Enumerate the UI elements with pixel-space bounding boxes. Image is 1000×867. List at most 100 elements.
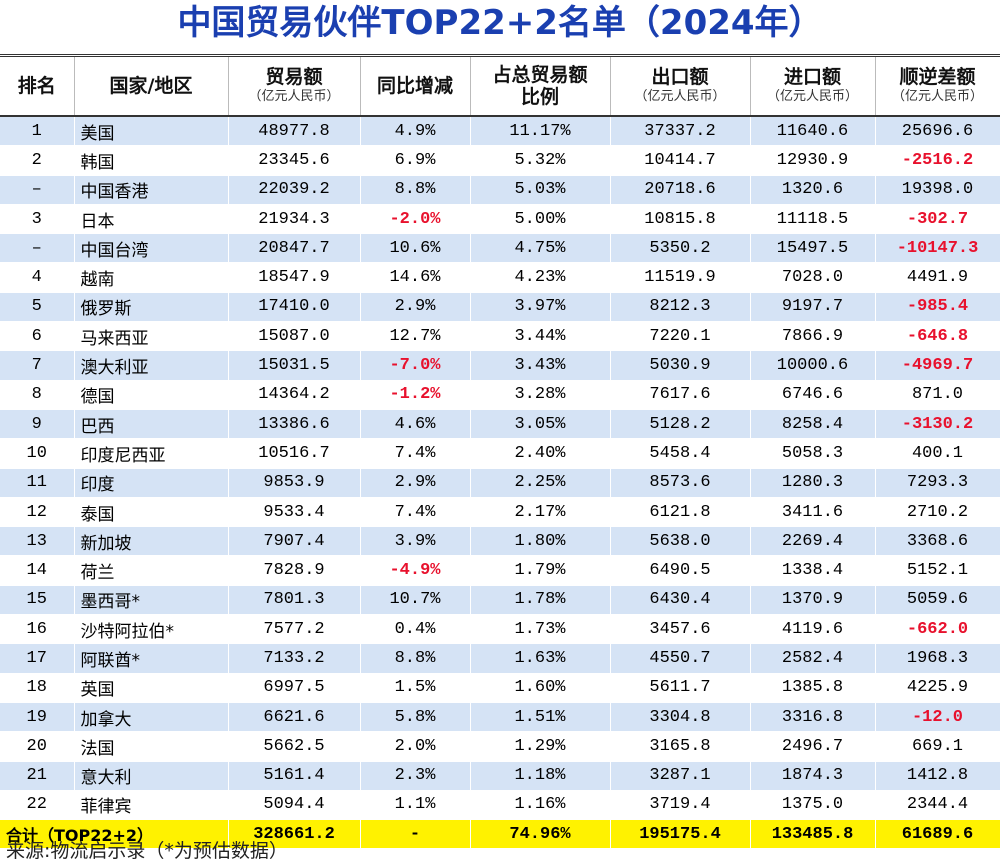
table-cell: 12.7% bbox=[360, 321, 471, 352]
table-cell: 英国 bbox=[74, 673, 229, 703]
table-cell: 7801.3 bbox=[228, 585, 361, 616]
table-cell: 2 bbox=[0, 145, 75, 176]
table-cell: 墨西哥* bbox=[74, 585, 229, 616]
table-cell: 5638.0 bbox=[610, 526, 751, 557]
table-cell: 5.8% bbox=[360, 702, 471, 733]
table-cell: 10.6% bbox=[360, 233, 471, 264]
table-cell: 21934.3 bbox=[228, 204, 361, 235]
table-cell: 4550.7 bbox=[610, 643, 751, 674]
table-cell: 10 bbox=[0, 438, 75, 469]
header-line: 进口额 bbox=[783, 66, 841, 88]
table-cell: 25696.6 bbox=[875, 116, 1000, 147]
table-cell: 12 bbox=[0, 497, 75, 528]
table-cell: 1.16% bbox=[470, 790, 611, 821]
table-row: 9 巴西 13386.6 4.6% 3.05% 5128.2 8258.4 -3130.2 bbox=[0, 409, 1000, 440]
table-cell: 16 bbox=[0, 614, 75, 645]
table-cell: 8.8% bbox=[360, 175, 471, 205]
table-cell: 1 bbox=[0, 116, 75, 147]
table-cell: 13386.6 bbox=[228, 409, 361, 440]
table-cell: 21 bbox=[0, 761, 75, 791]
table-cell: -662.0 bbox=[875, 614, 1000, 645]
table-cell: 3457.6 bbox=[610, 614, 751, 645]
table-cell: 15087.0 bbox=[228, 321, 361, 352]
header-line: 国家/地区 bbox=[109, 75, 193, 97]
table-cell: 阿联酋* bbox=[74, 643, 229, 674]
table-cell: -2516.2 bbox=[875, 145, 1000, 176]
column-header: 占总贸易额 比例 bbox=[470, 55, 611, 117]
total-cell: 74.96% bbox=[470, 819, 611, 850]
table-row: 6 马来西亚 15087.0 12.7% 3.44% 7220.1 7866.9 -646.8 bbox=[0, 321, 1000, 352]
table-cell: 中国香港 bbox=[74, 175, 229, 205]
table-cell: 14364.2 bbox=[228, 380, 361, 410]
table-cell: 13 bbox=[0, 526, 75, 557]
table-cell: 4 bbox=[0, 262, 75, 293]
table-cell: 6121.8 bbox=[610, 497, 751, 528]
table-cell: 印度 bbox=[74, 468, 229, 498]
table-cell: 11 bbox=[0, 468, 75, 498]
table-cell: 3.28% bbox=[470, 380, 611, 410]
table-cell: 俄罗斯 bbox=[74, 292, 229, 323]
table-row: 4 越南 18547.9 14.6% 4.23% 11519.9 7028.0 4491.9 bbox=[0, 262, 1000, 293]
table-cell: 19398.0 bbox=[875, 175, 1000, 205]
table-cell: 1412.8 bbox=[875, 761, 1000, 791]
title: 中国贸易伙伴TOP22+2名单（2024年） bbox=[177, 3, 823, 43]
table-cell: 3316.8 bbox=[750, 702, 876, 733]
table-cell: 11640.6 bbox=[750, 116, 876, 147]
table-cell: 14 bbox=[0, 555, 75, 586]
table-row: 10 印度尼西亚 10516.7 7.4% 2.40% 5458.4 5058.3 400.1 bbox=[0, 438, 1000, 469]
table-cell: -302.7 bbox=[875, 204, 1000, 235]
table-cell: 5059.6 bbox=[875, 585, 1000, 616]
table-cell: 1.18% bbox=[470, 761, 611, 791]
table-row: 13 新加坡 7907.4 3.9% 1.80% 5638.0 2269.4 3368.6 bbox=[0, 526, 1000, 557]
total-cell: 61689.6 bbox=[875, 819, 1000, 850]
table-cell: -4969.7 bbox=[875, 350, 1000, 381]
table-cell: -12.0 bbox=[875, 702, 1000, 733]
table-cell: 7617.6 bbox=[610, 380, 751, 410]
total-cell: 328661.2 bbox=[228, 819, 361, 850]
table-cell: 2.3% bbox=[360, 761, 471, 791]
table-cell: 6746.6 bbox=[750, 380, 876, 410]
table-cell: 9533.4 bbox=[228, 497, 361, 528]
table-cell: 1370.9 bbox=[750, 585, 876, 616]
table-cell: 9 bbox=[0, 409, 75, 440]
table-cell: 8258.4 bbox=[750, 409, 876, 440]
table-cell: 6.9% bbox=[360, 145, 471, 176]
table-cell: -10147.3 bbox=[875, 233, 1000, 264]
table-cell: 3411.6 bbox=[750, 497, 876, 528]
table-cell: -3130.2 bbox=[875, 409, 1000, 440]
table-cell: 6997.5 bbox=[228, 673, 361, 703]
header-line: 贸易额 bbox=[265, 66, 323, 88]
table-cell: 9197.7 bbox=[750, 292, 876, 323]
table-cell: 10516.7 bbox=[228, 438, 361, 469]
table-cell: 3.44% bbox=[470, 321, 611, 352]
table-cell: 6430.4 bbox=[610, 585, 751, 616]
header-line: 比例 bbox=[520, 86, 559, 108]
table-row: 3 日本 21934.3 -2.0% 5.00% 10815.8 11118.5 -302.7 bbox=[0, 204, 1000, 235]
table-cell: 2582.4 bbox=[750, 643, 876, 674]
table-cell: 7866.9 bbox=[750, 321, 876, 352]
table-cell: 1.51% bbox=[470, 702, 611, 733]
table-cell: 22039.2 bbox=[228, 175, 361, 205]
table-cell: 3.05% bbox=[470, 409, 611, 440]
table-cell: 17410.0 bbox=[228, 292, 361, 323]
table-cell: 2269.4 bbox=[750, 526, 876, 557]
table-cell: 3719.4 bbox=[610, 790, 751, 821]
table-cell: 韩国 bbox=[74, 145, 229, 176]
table-cell: 2.9% bbox=[360, 292, 471, 323]
table-cell: 7293.3 bbox=[875, 468, 1000, 498]
table-cell: 4225.9 bbox=[875, 673, 1000, 703]
table-cell: 1280.3 bbox=[750, 468, 876, 498]
table-cell: 沙特阿拉伯* bbox=[74, 614, 229, 645]
table-cell: 5662.5 bbox=[228, 731, 361, 762]
table-cell: 3.43% bbox=[470, 350, 611, 381]
table-cell: 1.79% bbox=[470, 555, 611, 586]
table-cell: 印度尼西亚 bbox=[74, 438, 229, 469]
table-cell: 3304.8 bbox=[610, 702, 751, 733]
table-cell: 1.5% bbox=[360, 673, 471, 703]
table-cell: 8.8% bbox=[360, 643, 471, 674]
table-row: 1 美国 48977.8 4.9% 11.17% 37337.2 11640.6 25696.… bbox=[0, 116, 1000, 147]
table-row: 16 沙特阿拉伯* 7577.2 0.4% 1.73% 3457.6 4119.6 -662.… bbox=[0, 614, 1000, 645]
column-header: 贸易额 （亿元人民币） bbox=[228, 55, 361, 117]
table-cell: 4.9% bbox=[360, 116, 471, 147]
